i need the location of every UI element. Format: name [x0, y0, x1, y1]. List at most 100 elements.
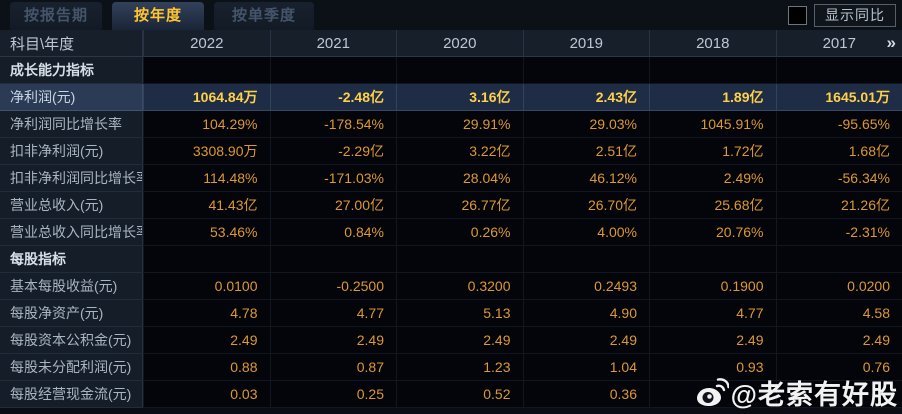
value-cell: 29.03%: [522, 111, 649, 138]
value-cell: 21.26亿: [775, 192, 902, 219]
value-cell: 0.36: [522, 381, 649, 408]
value-cell: [775, 381, 902, 408]
value-cell: [269, 57, 396, 84]
table-row: 每股经营现金流(元) 0.03 0.25 0.52 0.36: [0, 381, 902, 408]
value-cell: 3.22亿: [396, 138, 523, 165]
row-label: 净利润同比增长率: [0, 111, 143, 138]
value-cell: 1045.91%: [649, 111, 776, 138]
value-cell: 0.52: [396, 381, 523, 408]
value-cell: 0.2493: [522, 273, 649, 300]
show-yoy-checkbox[interactable]: [788, 6, 807, 25]
value-cell: [522, 246, 649, 273]
more-years-chevron-icon[interactable]: »: [886, 33, 897, 52]
value-cell: 28.04%: [396, 165, 523, 192]
value-cell: 0.84%: [269, 219, 396, 246]
value-cell: -171.03%: [269, 165, 396, 192]
value-cell: 1.89亿: [649, 84, 776, 111]
tab-report-period[interactable]: 按报告期: [10, 2, 102, 30]
value-cell: 0.0200: [775, 273, 902, 300]
value-cell: 0.93: [649, 354, 776, 381]
value-cell: -2.31%: [775, 219, 902, 246]
row-label: 扣非净利润同比增长率: [0, 165, 143, 192]
value-cell: 0.1900: [649, 273, 776, 300]
row-label: 基本每股收益(元): [0, 273, 143, 300]
row-label: 营业总收入(元): [0, 192, 143, 219]
value-cell: 1.72亿: [649, 138, 776, 165]
section-row: 每股指标: [0, 246, 902, 273]
value-cell: 2.49: [649, 327, 776, 354]
table-bottom-filler: [0, 408, 902, 414]
value-cell: [143, 246, 270, 273]
row-label: 扣非净利润(元): [0, 138, 143, 165]
value-cell: 4.77: [649, 300, 776, 327]
value-cell: 0.26%: [396, 219, 523, 246]
value-cell: 46.12%: [522, 165, 649, 192]
year-header-2021: 2021: [269, 30, 396, 57]
table-row: 每股未分配利润(元) 0.88 0.87 1.23 1.04 0.93 0.76: [0, 354, 902, 381]
row-label: 营业总收入同比增长率: [0, 219, 143, 246]
show-yoy-button[interactable]: 显示同比: [814, 4, 896, 27]
value-cell: [396, 246, 523, 273]
value-cell: 3.16亿: [396, 84, 523, 111]
value-cell: -0.2500: [269, 273, 396, 300]
value-cell: 26.70亿: [522, 192, 649, 219]
year-header-2017: 2017»: [775, 30, 902, 57]
value-cell: 20.76%: [649, 219, 776, 246]
value-cell: 25.68亿: [649, 192, 776, 219]
value-cell: 1.04: [522, 354, 649, 381]
value-cell: [775, 57, 902, 84]
value-cell: 0.76: [775, 354, 902, 381]
value-cell: 53.46%: [143, 219, 270, 246]
table-row: 营业总收入同比增长率 53.46% 0.84% 0.26% 4.00% 20.76% -2.…: [0, 219, 902, 246]
value-cell: 2.49: [775, 327, 902, 354]
value-cell: -56.34%: [775, 165, 902, 192]
value-cell: -178.54%: [269, 111, 396, 138]
value-cell: 2.49: [522, 327, 649, 354]
value-cell: 104.29%: [143, 111, 270, 138]
corner-header: 科目\年度: [0, 30, 143, 57]
table-row: 扣非净利润(元) 3308.90万 -2.29亿 3.22亿 2.51亿 1.72亿 1.6…: [0, 138, 902, 165]
value-cell: [269, 246, 396, 273]
value-cell: 2.49: [269, 327, 396, 354]
value-cell: [522, 57, 649, 84]
value-cell: 26.77亿: [396, 192, 523, 219]
value-cell: 41.43亿: [143, 192, 270, 219]
row-label: 每股净资产(元): [0, 300, 143, 327]
value-cell: 2.49: [396, 327, 523, 354]
table-row: 扣非净利润同比增长率 114.48% -171.03% 28.04% 46.12% 2.4…: [0, 165, 902, 192]
value-cell: 0.03: [143, 381, 270, 408]
tab-annual[interactable]: 按年度: [112, 2, 204, 30]
value-cell: 0.0100: [143, 273, 270, 300]
value-cell: -95.65%: [775, 111, 902, 138]
value-cell: 2.43亿: [522, 84, 649, 111]
value-cell: 0.87: [269, 354, 396, 381]
value-cell: -2.29亿: [269, 138, 396, 165]
table-row: 净利润(元) 1064.84万 -2.48亿 3.16亿 2.43亿 1.89亿 1645.…: [0, 84, 902, 111]
value-cell: 4.90: [522, 300, 649, 327]
value-cell: 4.77: [269, 300, 396, 327]
row-label: 每股指标: [0, 246, 143, 273]
value-cell: 1.68亿: [775, 138, 902, 165]
value-cell: 114.48%: [143, 165, 270, 192]
value-cell: 0.3200: [396, 273, 523, 300]
table-row: 每股净资产(元) 4.78 4.77 5.13 4.90 4.77 4.58: [0, 300, 902, 327]
table-row: 每股资本公积金(元) 2.49 2.49 2.49 2.49 2.49 2.49: [0, 327, 902, 354]
value-cell: 1064.84万: [143, 84, 270, 111]
table-row: 营业总收入(元) 41.43亿 27.00亿 26.77亿 26.70亿 25.68亿 21…: [0, 192, 902, 219]
value-cell: [649, 246, 776, 273]
tab-single-quarter[interactable]: 按单季度: [214, 2, 314, 30]
value-cell: -2.48亿: [269, 84, 396, 111]
row-label: 净利润(元): [0, 84, 143, 111]
section-row: 成长能力指标: [0, 57, 902, 84]
value-cell: [143, 57, 270, 84]
value-cell: 1.23: [396, 354, 523, 381]
value-cell: 4.00%: [522, 219, 649, 246]
value-cell: 27.00亿: [269, 192, 396, 219]
year-header-2019: 2019: [522, 30, 649, 57]
value-cell: 3308.90万: [143, 138, 270, 165]
period-tabbar: 按报告期 按年度 按单季度 显示同比: [0, 0, 902, 30]
year-header-2018: 2018: [649, 30, 776, 57]
value-cell: 29.91%: [396, 111, 523, 138]
value-cell: [396, 57, 523, 84]
